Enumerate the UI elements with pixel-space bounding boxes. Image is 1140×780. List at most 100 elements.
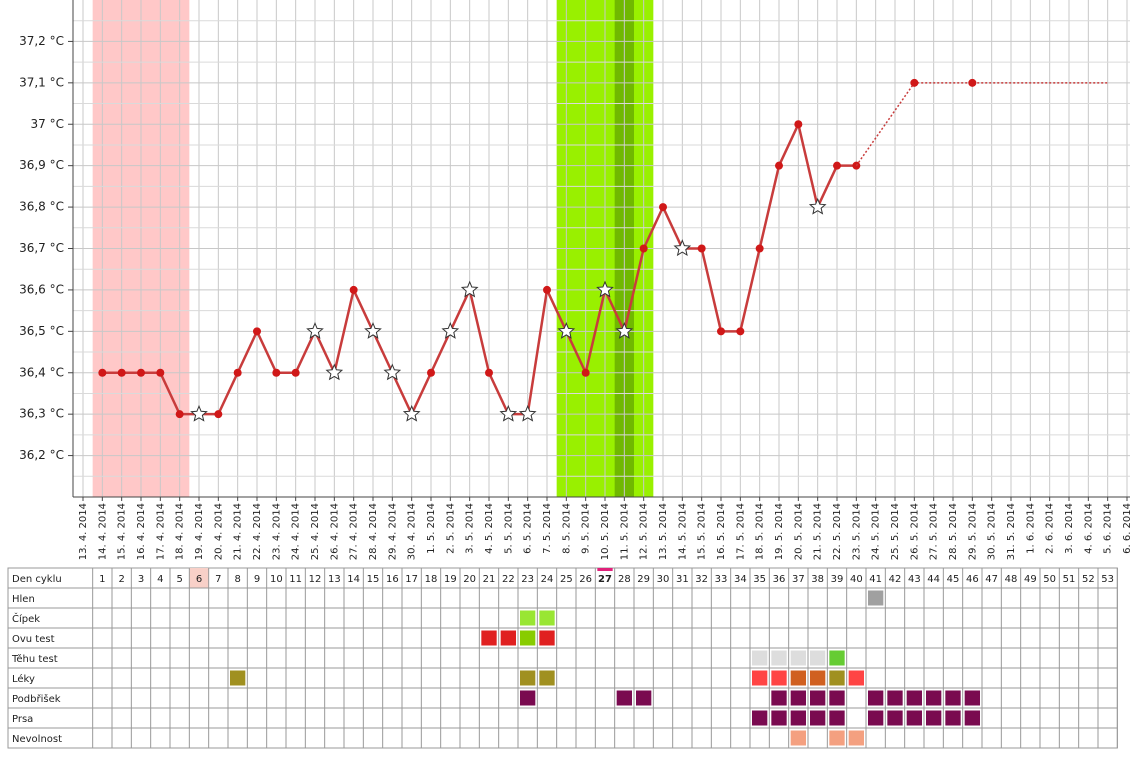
star-point bbox=[499, 404, 518, 422]
day-number: 44 bbox=[927, 574, 940, 585]
symptom-cell bbox=[538, 629, 556, 647]
x-tick-label: 16. 4. 2014 bbox=[136, 503, 147, 560]
row-label: Den cyklu bbox=[12, 574, 62, 585]
x-tick-label: 14. 4. 2014 bbox=[97, 503, 108, 560]
symptom-cell bbox=[847, 729, 866, 747]
x-tick-label: 23. 4. 2014 bbox=[271, 503, 282, 560]
x-tick-label: 26. 4. 2014 bbox=[329, 503, 340, 560]
symptom-cell bbox=[615, 689, 634, 707]
y-tick-label: 36,5 °C bbox=[19, 324, 64, 338]
row-label: Léky bbox=[12, 673, 35, 685]
day-number: 47 bbox=[985, 574, 998, 585]
y-tick-label: 36,8 °C bbox=[19, 200, 64, 214]
x-tick-label: 27. 5. 2014 bbox=[929, 503, 940, 560]
star-point bbox=[596, 280, 614, 298]
symptom-cell bbox=[944, 709, 962, 727]
point bbox=[253, 327, 261, 336]
x-tick-label: 23. 5. 2014 bbox=[851, 503, 862, 560]
day-number: 27 bbox=[598, 574, 612, 585]
symptom-cell bbox=[538, 609, 556, 627]
day-number: 46 bbox=[966, 574, 979, 585]
symptom-cell bbox=[963, 689, 982, 707]
symptom-cell bbox=[789, 649, 808, 667]
star-point bbox=[673, 239, 692, 257]
point bbox=[736, 327, 745, 336]
point bbox=[175, 410, 184, 419]
star-point bbox=[402, 404, 421, 422]
x-tick-label: 20. 4. 2014 bbox=[213, 503, 224, 560]
x-tick-label: 25. 5. 2014 bbox=[890, 503, 901, 560]
symptom-cell bbox=[828, 669, 846, 687]
symptom-cell bbox=[751, 669, 769, 687]
today-marker bbox=[597, 568, 613, 571]
symptom-cell bbox=[925, 689, 943, 707]
day-number: 22 bbox=[502, 574, 515, 585]
point bbox=[755, 244, 764, 253]
symptom-cell bbox=[867, 709, 885, 727]
symptom-cell bbox=[480, 629, 498, 647]
x-tick-label: 5. 5. 2014 bbox=[503, 503, 514, 554]
x-tick-label: 31. 5. 2014 bbox=[1006, 503, 1017, 560]
day-number: 2 bbox=[118, 574, 124, 585]
symptom-cell bbox=[789, 709, 808, 727]
predicted-point bbox=[910, 78, 919, 87]
y-tick-label: 36,7 °C bbox=[19, 241, 64, 255]
symptom-cell bbox=[886, 689, 904, 707]
x-tick-label: 4. 6. 2014 bbox=[1083, 503, 1094, 554]
point bbox=[794, 120, 803, 129]
x-tick-label: 28. 4. 2014 bbox=[368, 503, 379, 560]
symptom-cell bbox=[789, 689, 808, 707]
symptom-cell bbox=[538, 669, 556, 687]
symptom-cell bbox=[519, 669, 537, 687]
row-label: Prsa bbox=[12, 714, 33, 725]
symptom-cell bbox=[867, 589, 885, 607]
x-tick-label: 22. 5. 2014 bbox=[832, 503, 843, 560]
y-tick-label: 37 °C bbox=[31, 117, 64, 131]
point bbox=[659, 203, 667, 212]
symptom-cell bbox=[229, 669, 247, 687]
day-number: 35 bbox=[753, 574, 766, 585]
y-tick-label: 37,1 °C bbox=[19, 75, 64, 89]
star-point bbox=[441, 321, 460, 339]
day-number: 8 bbox=[234, 574, 240, 585]
symptom-cell bbox=[519, 629, 537, 647]
symptom-cell bbox=[809, 709, 827, 727]
day-number: 45 bbox=[947, 574, 960, 585]
day-number: 42 bbox=[889, 574, 902, 585]
day-number: 40 bbox=[850, 574, 863, 585]
day-number: 29 bbox=[637, 574, 650, 585]
day-number: 43 bbox=[908, 574, 921, 585]
star-point bbox=[460, 280, 479, 298]
y-tick-label: 36,2 °C bbox=[19, 448, 64, 462]
x-tick-label: 19. 4. 2014 bbox=[194, 503, 205, 560]
point bbox=[98, 368, 107, 377]
day-number: 24 bbox=[541, 574, 554, 585]
point bbox=[349, 285, 358, 294]
star-point bbox=[306, 321, 324, 339]
x-tick-label: 24. 4. 2014 bbox=[291, 503, 302, 560]
x-tick-label: 6. 5. 2014 bbox=[523, 503, 534, 554]
x-tick-label: 6. 6. 2014 bbox=[1122, 503, 1133, 554]
x-tick-label: 29. 4. 2014 bbox=[387, 503, 398, 560]
marked-day-cell bbox=[189, 568, 209, 588]
point bbox=[485, 368, 493, 377]
day-number: 6 bbox=[196, 574, 202, 585]
star-point bbox=[190, 404, 208, 422]
star-point bbox=[364, 321, 382, 339]
x-tick-label: 24. 5. 2014 bbox=[871, 503, 882, 560]
point bbox=[117, 368, 126, 377]
x-tick-label: 2. 6. 2014 bbox=[1045, 503, 1056, 554]
day-number: 5 bbox=[176, 574, 182, 585]
day-number: 31 bbox=[676, 574, 689, 585]
day-number: 32 bbox=[695, 574, 708, 585]
day-number: 15 bbox=[367, 574, 380, 585]
x-tick-label: 28. 5. 2014 bbox=[948, 503, 959, 560]
point bbox=[697, 244, 706, 253]
point bbox=[156, 368, 165, 377]
day-number: 30 bbox=[657, 574, 670, 585]
day-number: 13 bbox=[328, 574, 341, 585]
x-tick-label: 1. 5. 2014 bbox=[426, 503, 437, 554]
day-number: 41 bbox=[869, 574, 882, 585]
symptom-cell bbox=[809, 669, 827, 687]
